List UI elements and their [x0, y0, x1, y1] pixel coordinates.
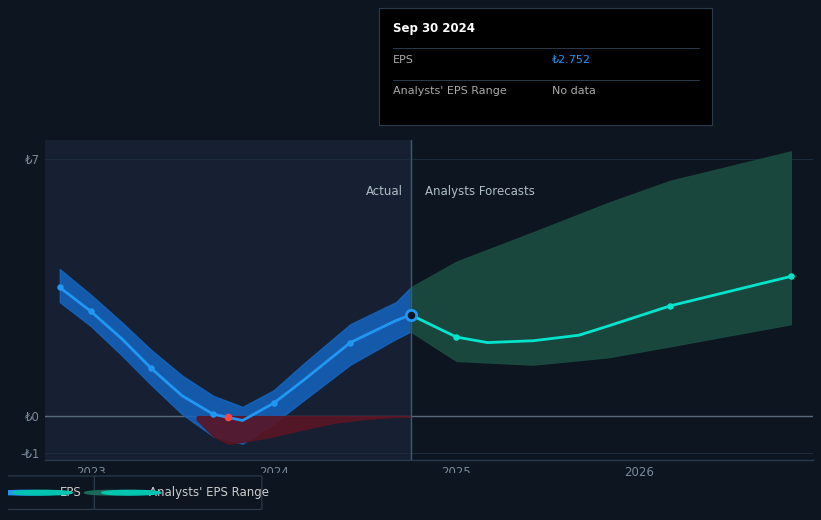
Point	[222, 413, 235, 421]
Point	[450, 333, 463, 341]
Point	[784, 272, 797, 281]
Point	[207, 410, 220, 419]
Point	[344, 339, 357, 347]
Circle shape	[102, 490, 161, 495]
Text: Analysts' EPS Range: Analysts' EPS Range	[149, 486, 268, 499]
Point	[663, 302, 677, 310]
Text: Analysts' EPS Range: Analysts' EPS Range	[392, 86, 507, 96]
Text: Actual: Actual	[366, 185, 403, 198]
Text: ₺2.752: ₺2.752	[553, 55, 591, 64]
Point	[85, 307, 98, 316]
Circle shape	[85, 490, 144, 495]
FancyBboxPatch shape	[6, 476, 94, 510]
Point	[53, 283, 67, 292]
Text: EPS: EPS	[60, 486, 81, 499]
Point	[267, 399, 280, 407]
Text: Analysts Forecasts: Analysts Forecasts	[425, 185, 535, 198]
Point	[144, 364, 158, 372]
FancyBboxPatch shape	[94, 476, 262, 510]
Circle shape	[0, 490, 55, 495]
Circle shape	[13, 490, 72, 495]
Text: EPS: EPS	[392, 55, 414, 64]
Text: No data: No data	[553, 86, 596, 96]
Bar	[45, 140, 410, 460]
Point	[404, 311, 417, 319]
Text: Sep 30 2024: Sep 30 2024	[392, 22, 475, 35]
